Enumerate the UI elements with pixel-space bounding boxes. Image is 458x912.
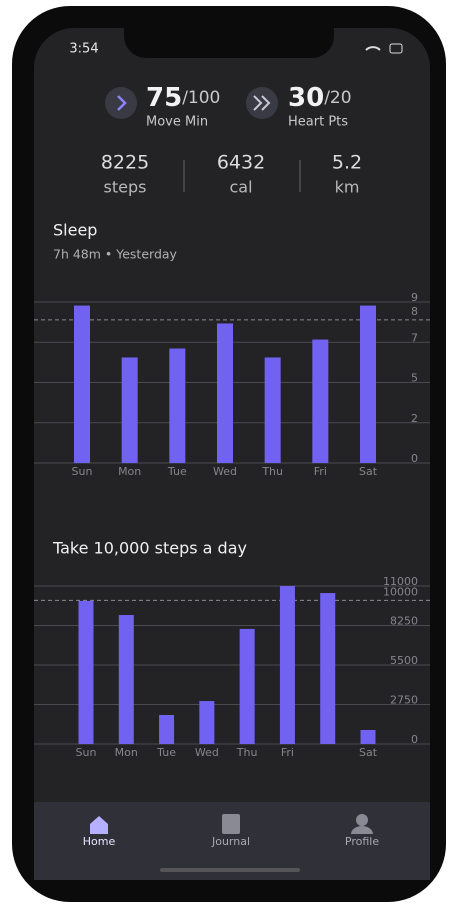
- bar: [217, 323, 233, 463]
- goal-value: 75: [146, 83, 182, 113]
- x-tick-label: Wed: [195, 746, 219, 759]
- bar: [78, 600, 94, 744]
- y-tick-label: 5: [411, 372, 418, 385]
- bar: [312, 339, 329, 463]
- status-time: 3:54: [69, 42, 98, 57]
- bar: [320, 593, 336, 744]
- goal-label: 8: [411, 305, 418, 318]
- goal-value: 30: [288, 83, 324, 113]
- y-tick-label: 2750: [390, 694, 418, 707]
- bar: [239, 628, 255, 744]
- stat-value: 8225: [101, 152, 149, 174]
- x-tick-label: Fri: [314, 465, 327, 478]
- bar: [118, 615, 134, 744]
- stat-label: steps: [104, 178, 147, 197]
- stat-label: km: [335, 178, 360, 197]
- x-tick-label: Mon: [118, 465, 141, 478]
- bar: [360, 729, 376, 744]
- x-tick-label: Fri: [281, 746, 294, 759]
- stat-value: 6432: [217, 152, 265, 174]
- y-tick-label: 2: [411, 412, 418, 425]
- goal-label: 10000: [383, 585, 418, 598]
- bar: [360, 305, 376, 463]
- journal-icon: [222, 814, 240, 834]
- goal-target: /100: [182, 88, 220, 108]
- x-tick-label: Wed: [213, 465, 237, 478]
- goal-target: /20: [324, 88, 351, 108]
- chart-subtitle: 7h 48m • Yesterday: [53, 247, 178, 262]
- move-icon: [105, 87, 137, 119]
- y-tick-label: 7: [411, 331, 418, 344]
- stat-label: cal: [229, 178, 252, 197]
- bar: [121, 357, 138, 463]
- bar: [159, 714, 175, 744]
- nav-label[interactable]: Journal: [211, 835, 250, 848]
- x-tick-label: Sat: [359, 746, 378, 759]
- x-tick-label: Tue: [156, 746, 176, 759]
- x-tick-label: Sun: [72, 465, 93, 478]
- heart-chevron: [253, 95, 271, 111]
- profile-icon: [356, 814, 368, 826]
- y-tick-label: 8250: [390, 615, 418, 628]
- goal-label: Heart Pts: [288, 115, 348, 130]
- battery-icon: [389, 43, 403, 54]
- x-tick-label: Mon: [115, 746, 138, 759]
- home-indicator: [160, 868, 300, 872]
- stat-value: 5.2: [332, 152, 362, 174]
- x-tick-label: Sun: [76, 746, 97, 759]
- y-tick-label: 11000: [383, 575, 418, 588]
- home-icon: [90, 816, 108, 834]
- x-tick-label: Thu: [236, 746, 258, 759]
- y-tick-label: 9: [411, 291, 418, 304]
- goal-label: Move Min: [146, 115, 208, 130]
- y-tick-label: 5500: [390, 654, 418, 667]
- notch: [124, 28, 334, 58]
- goal: 30/20: [288, 83, 352, 113]
- x-tick-label: Thu: [261, 465, 283, 478]
- y-tick-label: 0: [411, 733, 418, 746]
- goal: 75/100: [146, 83, 220, 113]
- x-tick-label: Sat: [359, 465, 378, 478]
- x-tick-label: Tue: [167, 465, 187, 478]
- move-chevron: [117, 95, 127, 111]
- bar: [264, 357, 281, 463]
- nav-label[interactable]: Profile: [345, 835, 379, 848]
- y-tick-label: 0: [411, 452, 418, 465]
- chart-title: Sleep: [53, 221, 97, 240]
- profile-icon-body: [351, 826, 373, 834]
- wifi-icon: [365, 46, 381, 51]
- chart-title: Take 10,000 steps a day: [52, 539, 247, 558]
- bar: [74, 305, 90, 463]
- bar: [279, 586, 295, 744]
- bar: [169, 348, 186, 463]
- nav-label[interactable]: Home: [83, 835, 116, 848]
- bar: [199, 701, 215, 744]
